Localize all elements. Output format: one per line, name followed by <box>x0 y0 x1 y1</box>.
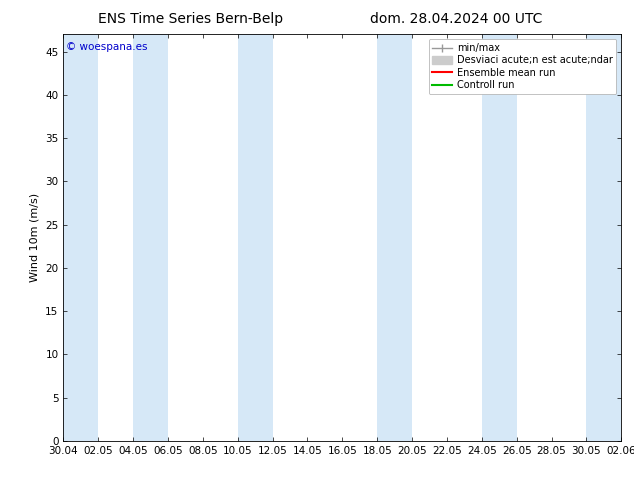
Text: ENS Time Series Bern-Belp: ENS Time Series Bern-Belp <box>98 12 283 26</box>
Bar <box>238 34 273 441</box>
Y-axis label: Wind 10m (m/s): Wind 10m (m/s) <box>30 193 40 282</box>
Text: © woespana.es: © woespana.es <box>66 43 148 52</box>
Bar <box>63 34 98 441</box>
Legend: min/max, Desviaci acute;n est acute;ndar, Ensemble mean run, Controll run: min/max, Desviaci acute;n est acute;ndar… <box>429 39 616 94</box>
Bar <box>586 34 621 441</box>
Bar <box>482 34 517 441</box>
Bar <box>377 34 412 441</box>
Bar <box>133 34 168 441</box>
Text: dom. 28.04.2024 00 UTC: dom. 28.04.2024 00 UTC <box>370 12 543 26</box>
